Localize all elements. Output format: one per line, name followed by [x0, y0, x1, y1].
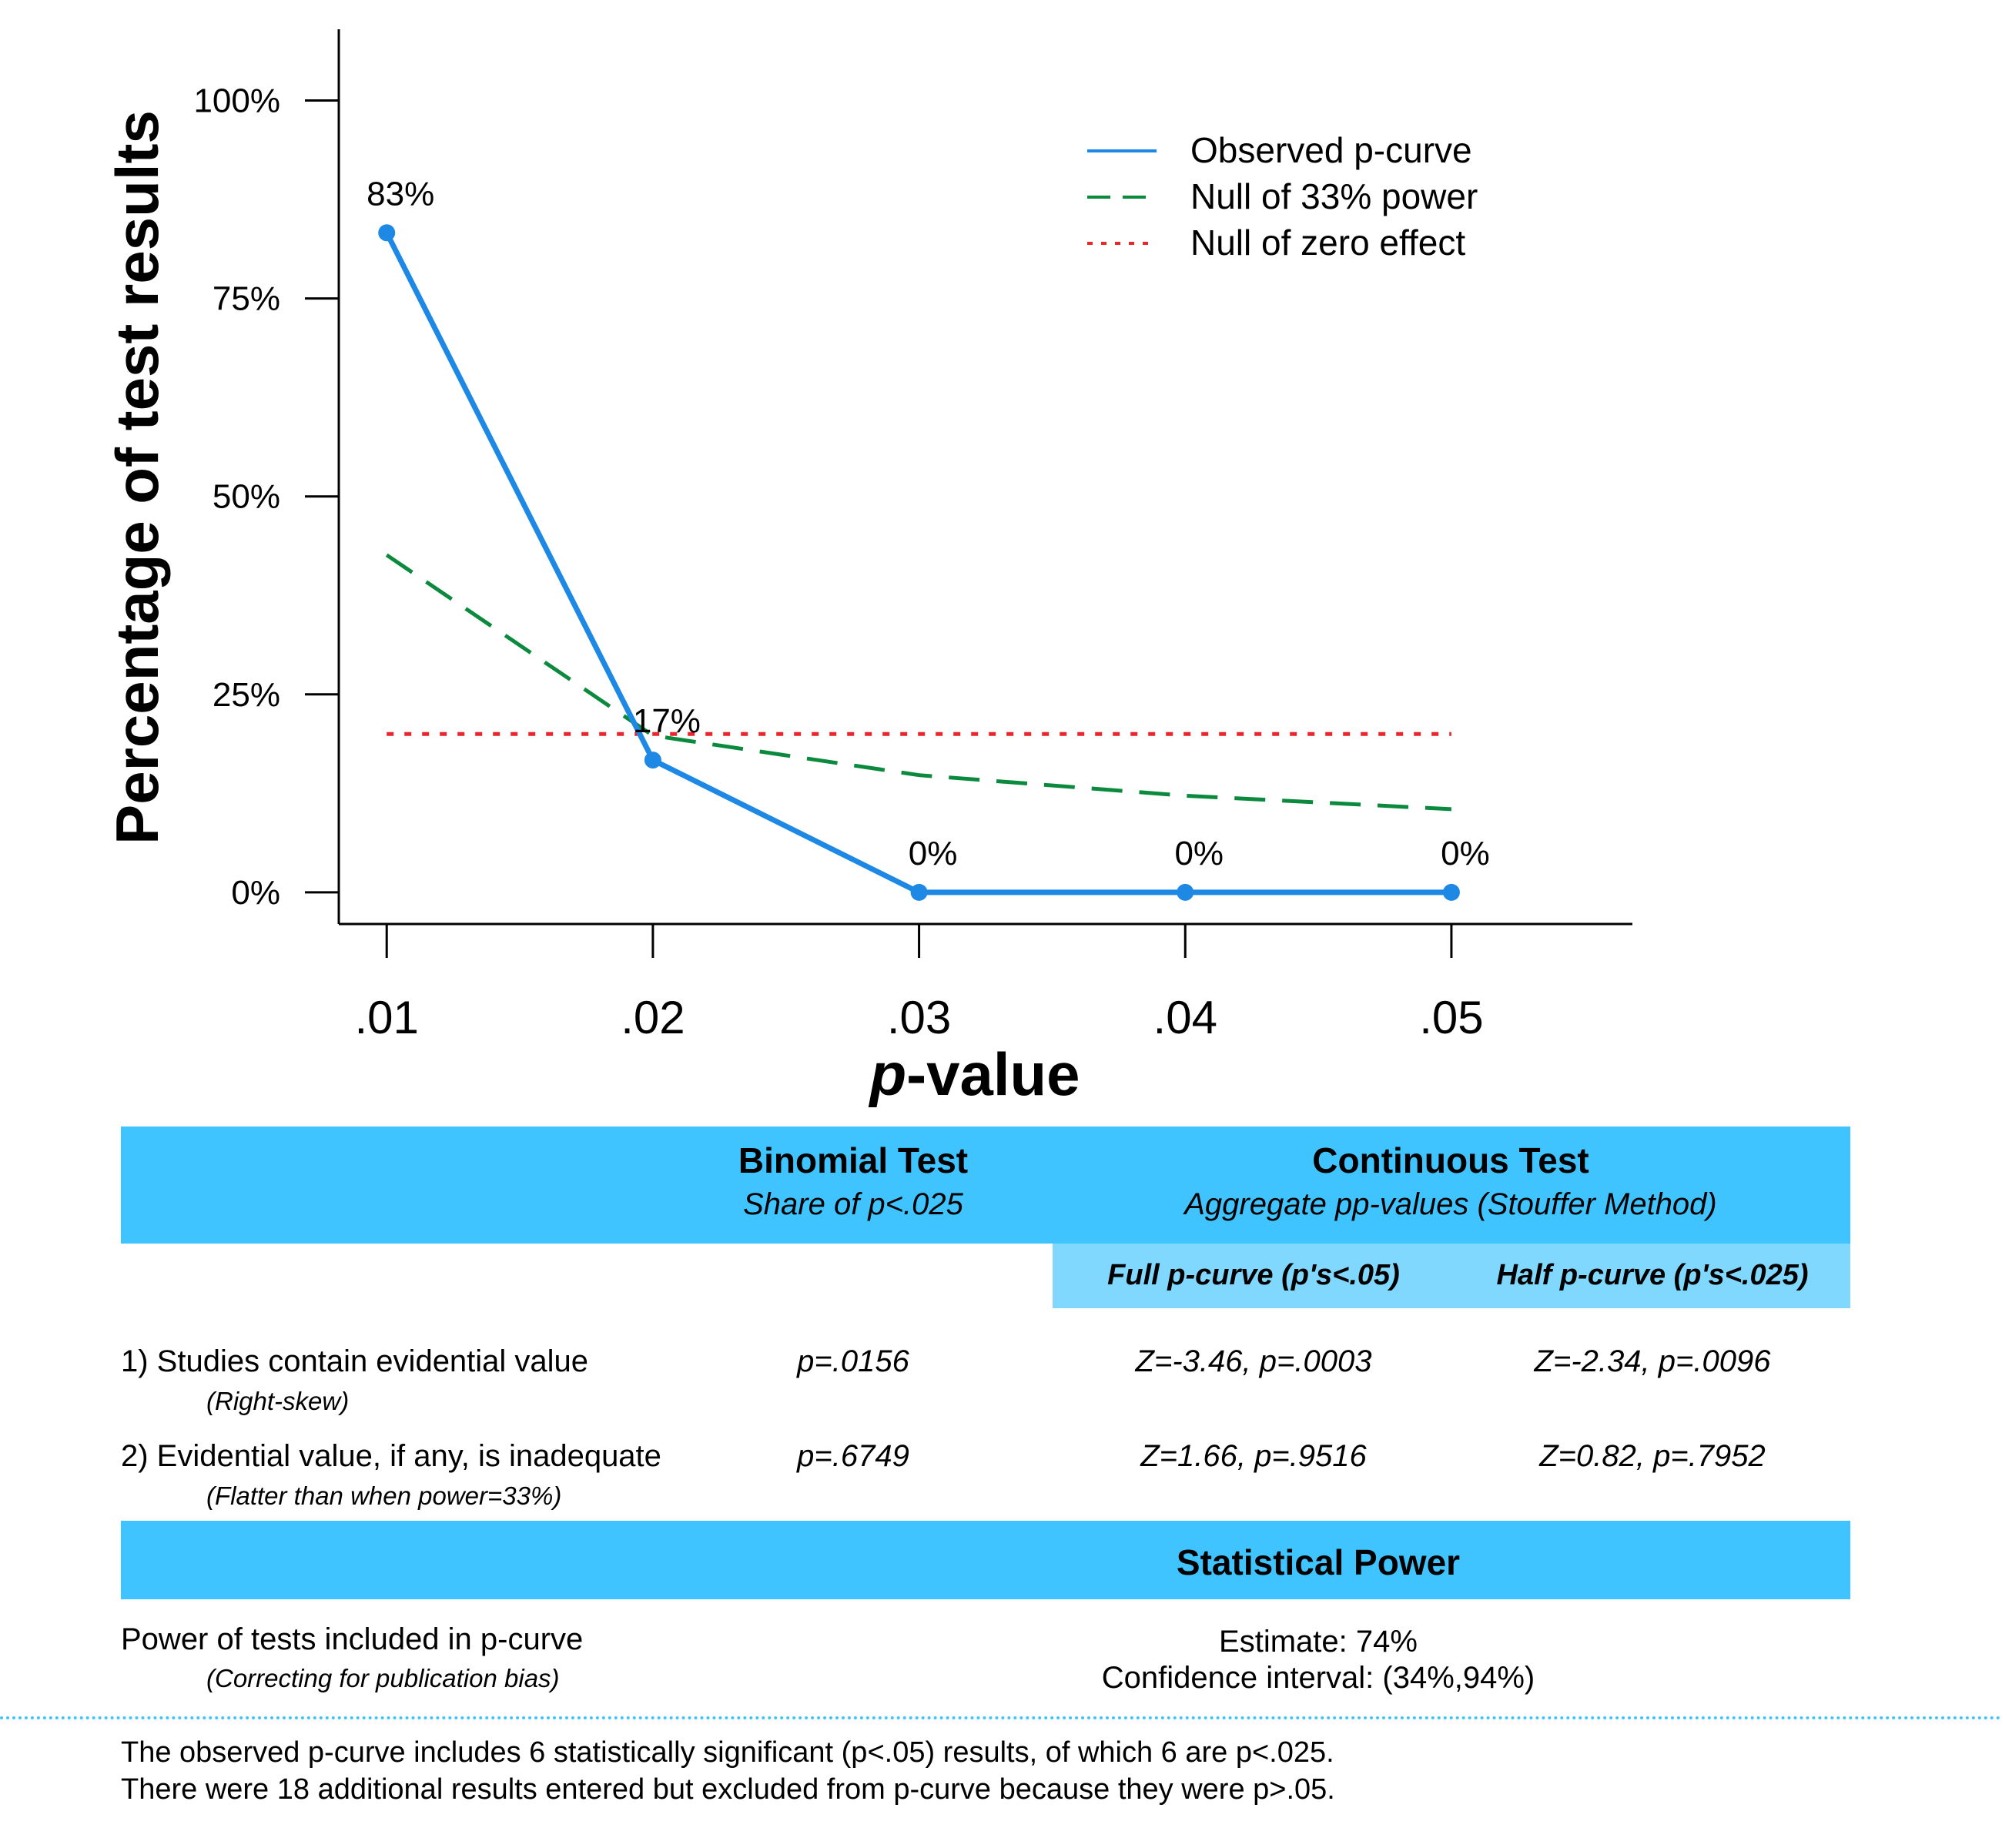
chart-series [378, 224, 1460, 901]
power-label: Power of tests included in p-curve [121, 1622, 584, 1656]
x-tick-label: .03 [887, 992, 951, 1043]
chart-legend: Observed p-curve Null of 33% power Null of… [1087, 130, 1478, 263]
data-label: 0% [909, 835, 958, 872]
power-confidence-interval: Confidence interval: (34%,94%) [1101, 1661, 1535, 1695]
data-point [1442, 883, 1460, 901]
y-tick-label: 0% [231, 874, 280, 912]
row-2-note: (Flatter than when power=33%) [206, 1481, 562, 1510]
subheader-band [1053, 1244, 1850, 1308]
row-2-full: Z=1.66, p=.9516 [1140, 1439, 1367, 1473]
data-point [1177, 883, 1194, 901]
row-1-binomial: p=.0156 [797, 1344, 909, 1378]
data-label: 83% [367, 175, 434, 213]
data-point [644, 752, 661, 769]
x-axis-label-rest: -value [906, 1040, 1080, 1108]
full-p-curve-header: Full p-curve (p's<.05) [1107, 1259, 1400, 1291]
x-axis-ticks: .01 .02 .03 .04 .05 [355, 924, 1484, 1043]
row-2-binomial: p=.6749 [797, 1439, 909, 1473]
row-1-note: (Right-skew) [206, 1387, 350, 1415]
y-tick-label: 100% [193, 82, 280, 120]
y-tick-label: 25% [213, 676, 280, 714]
data-point [378, 224, 396, 242]
continuous-test-subtitle: Aggregate pp-values (Stouffer Method) [1184, 1187, 1717, 1221]
series-line-null-of-33-power [385, 553, 1452, 812]
dotted-separator [0, 1716, 2002, 1719]
data-point [910, 883, 928, 901]
x-axis-label: p-value [868, 1040, 1080, 1108]
row-2-label: 2) Evidential value, if any, is inadequa… [121, 1439, 661, 1473]
footer-line-1: The observed p-curve includes 6 statisti… [121, 1736, 1334, 1769]
data-label: 0% [1174, 835, 1224, 872]
power-title: Statistical Power [1176, 1542, 1461, 1582]
chart-axes [337, 29, 1632, 926]
x-axis-label-italic: p [868, 1040, 906, 1108]
row-1-label: 1) Studies contain evidential value [121, 1344, 589, 1378]
power-band [121, 1521, 1850, 1599]
footer-line-2: There were 18 additional results entered… [121, 1773, 1335, 1806]
binomial-test-title: Binomial Test [738, 1140, 969, 1180]
p-curve-chart: 0% 25% 50% 75% 100% .01 .02 .03 .04 .05 83% 17% 0%… [103, 29, 1632, 1108]
x-tick-label: .05 [1419, 992, 1483, 1043]
data-label: 0% [1441, 835, 1490, 872]
legend-entry: Observed p-curve [1190, 130, 1472, 170]
binomial-test-subtitle: Share of p<.025 [743, 1187, 963, 1221]
row-1-half: Z=-2.34, p=.0096 [1534, 1344, 1771, 1378]
data-label: 17% [633, 702, 701, 740]
y-tick-label: 75% [213, 280, 280, 318]
x-tick-label: .01 [355, 992, 419, 1043]
row-2-half: Z=0.82, p=.7952 [1539, 1439, 1766, 1473]
header-band [121, 1127, 1850, 1244]
y-axis-label: Percentage of test results [103, 110, 171, 845]
legend-entry: Null of 33% power [1190, 176, 1478, 216]
point-labels: 83% 17% 0% 0% 0% [367, 175, 1490, 872]
y-axis-ticks: 0% 25% 50% 75% 100% [193, 82, 339, 912]
legend-entry: Null of zero effect [1190, 223, 1465, 263]
x-tick-label: .04 [1153, 992, 1217, 1043]
y-tick-label: 50% [213, 478, 280, 516]
half-p-curve-header: Half p-curve (p's<.025) [1496, 1259, 1809, 1291]
power-note: (Correcting for publication bias) [206, 1664, 560, 1692]
power-estimate: Estimate: 74% [1219, 1625, 1418, 1659]
continuous-test-title: Continuous Test [1312, 1140, 1589, 1180]
row-1-full: Z=-3.46, p=.0003 [1135, 1344, 1372, 1378]
x-tick-label: .02 [621, 992, 685, 1043]
